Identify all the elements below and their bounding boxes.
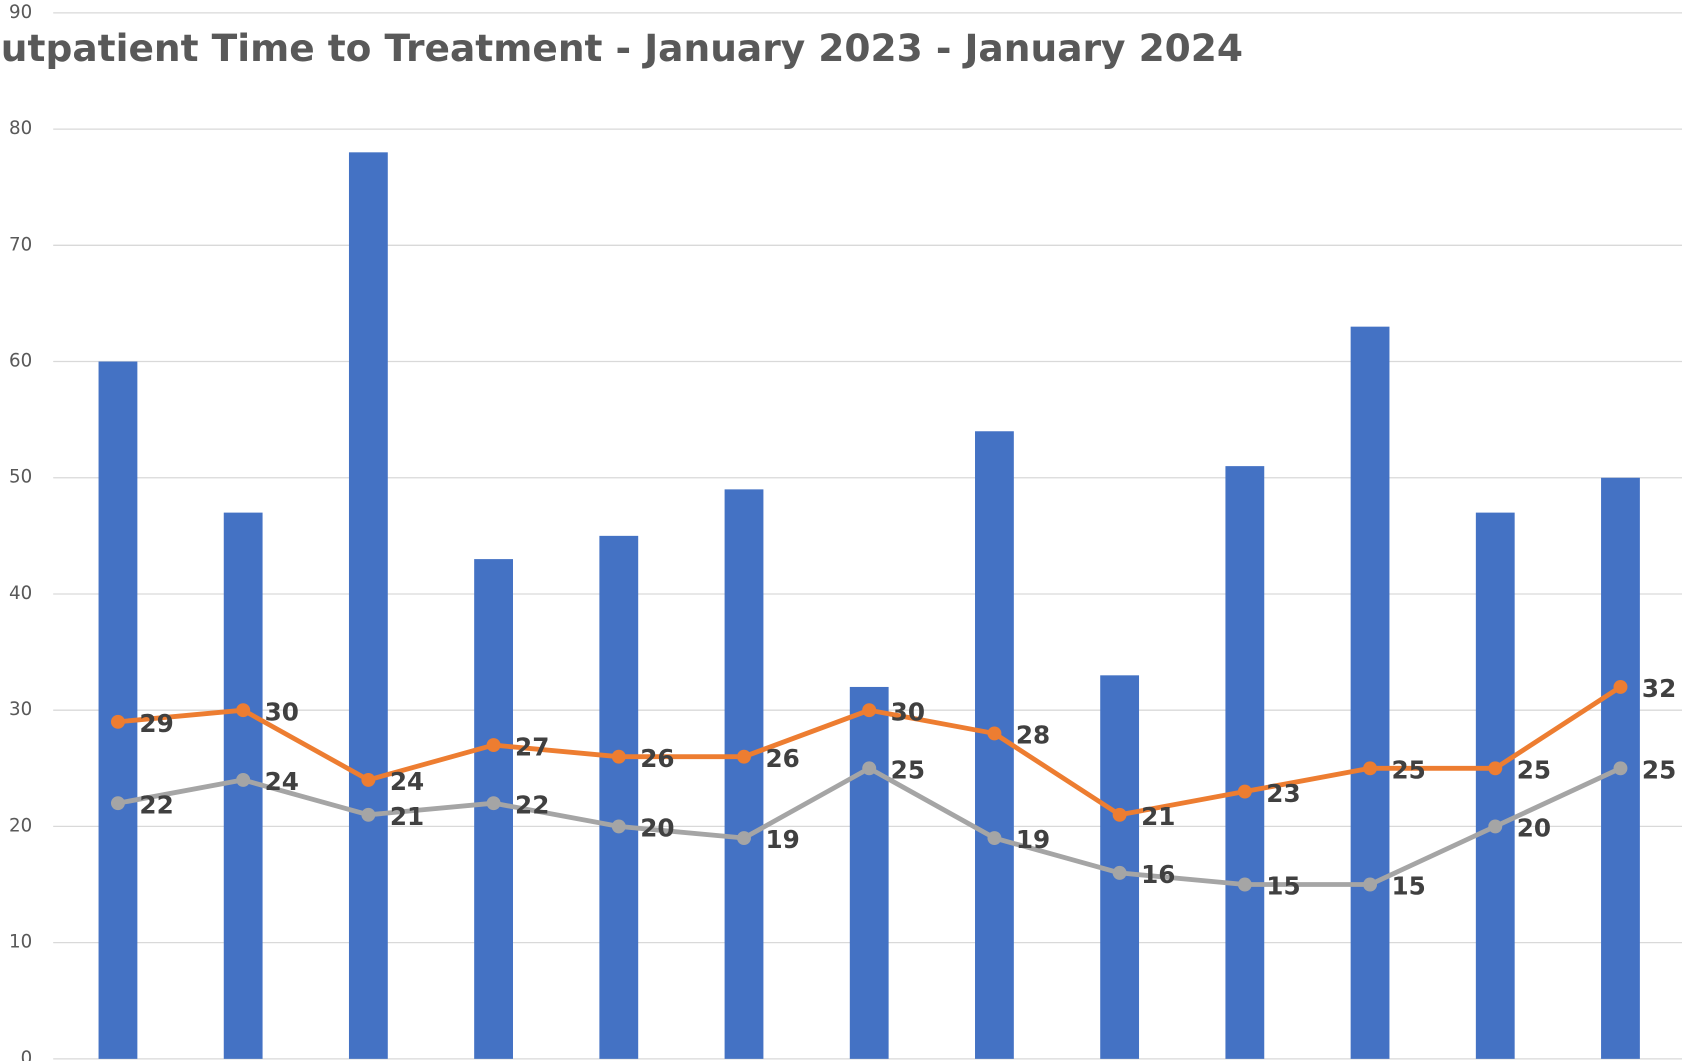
marker bbox=[1363, 761, 1378, 776]
data-label: 30 bbox=[891, 697, 925, 726]
marker bbox=[737, 749, 751, 764]
marker bbox=[1237, 877, 1252, 892]
marker bbox=[1112, 865, 1127, 880]
data-label: 25 bbox=[891, 756, 925, 785]
bar bbox=[1350, 326, 1390, 1059]
marker bbox=[361, 772, 376, 787]
data-label: 15 bbox=[1392, 872, 1426, 901]
y-tick-label: 20 bbox=[9, 815, 32, 836]
data-label: 24 bbox=[265, 767, 299, 796]
data-label: 26 bbox=[640, 744, 674, 773]
data-label: 28 bbox=[1016, 721, 1050, 750]
data-label: 25 bbox=[1517, 756, 1551, 785]
data-label: 25 bbox=[1392, 756, 1426, 785]
marker bbox=[987, 831, 1002, 846]
y-tick-label: 80 bbox=[9, 118, 32, 139]
data-label: 29 bbox=[139, 709, 173, 738]
data-label: 22 bbox=[139, 790, 173, 819]
marker bbox=[236, 772, 251, 787]
y-tick-label: 10 bbox=[9, 932, 32, 953]
data-label: 21 bbox=[390, 802, 424, 831]
marker bbox=[611, 749, 626, 764]
data-label: 20 bbox=[1517, 814, 1551, 843]
marker bbox=[486, 796, 501, 811]
y-tick-label: 50 bbox=[9, 467, 32, 488]
data-label: 16 bbox=[1141, 860, 1175, 889]
chart-title: Outpatient Time to Treatment - January 2… bbox=[0, 26, 1243, 70]
data-label: 19 bbox=[1016, 825, 1050, 854]
marker bbox=[1237, 784, 1252, 799]
bar bbox=[975, 431, 1014, 1059]
data-label: 21 bbox=[1141, 802, 1175, 831]
marker bbox=[110, 714, 125, 729]
marker bbox=[862, 703, 877, 718]
marker bbox=[236, 703, 251, 718]
marker bbox=[611, 819, 626, 834]
y-tick-label: 60 bbox=[9, 351, 32, 372]
marker bbox=[1488, 761, 1503, 776]
bar bbox=[98, 361, 138, 1059]
bar bbox=[849, 686, 889, 1059]
bar bbox=[1225, 466, 1265, 1059]
bar bbox=[599, 535, 639, 1059]
marker bbox=[1363, 877, 1378, 892]
data-label: 15 bbox=[1266, 872, 1300, 901]
y-tick-label: 30 bbox=[9, 699, 32, 720]
data-label: 24 bbox=[390, 767, 424, 796]
y-tick-label: 0 bbox=[21, 1048, 33, 1061]
y-tick-label: 70 bbox=[9, 234, 32, 255]
marker bbox=[987, 726, 1002, 741]
bar bbox=[1475, 512, 1515, 1059]
marker bbox=[1613, 761, 1628, 776]
data-label: 26 bbox=[765, 744, 799, 773]
data-label: 20 bbox=[640, 814, 674, 843]
marker bbox=[361, 807, 376, 822]
data-label: 27 bbox=[515, 732, 549, 761]
bar bbox=[724, 489, 764, 1059]
data-label: 22 bbox=[515, 790, 549, 819]
marker bbox=[737, 831, 751, 846]
data-label: 32 bbox=[1642, 674, 1676, 703]
marker bbox=[486, 738, 501, 753]
data-label: 30 bbox=[265, 697, 299, 726]
y-tick-label: 40 bbox=[9, 583, 32, 604]
marker bbox=[1488, 819, 1503, 834]
data-label: 25 bbox=[1642, 756, 1676, 785]
bar bbox=[348, 152, 388, 1059]
marker bbox=[1613, 679, 1628, 694]
data-label: 19 bbox=[765, 825, 799, 854]
marker bbox=[1112, 807, 1127, 822]
data-label: 23 bbox=[1266, 779, 1300, 808]
marker bbox=[862, 761, 877, 776]
marker bbox=[110, 796, 125, 811]
y-tick-label: 90 bbox=[9, 2, 32, 23]
